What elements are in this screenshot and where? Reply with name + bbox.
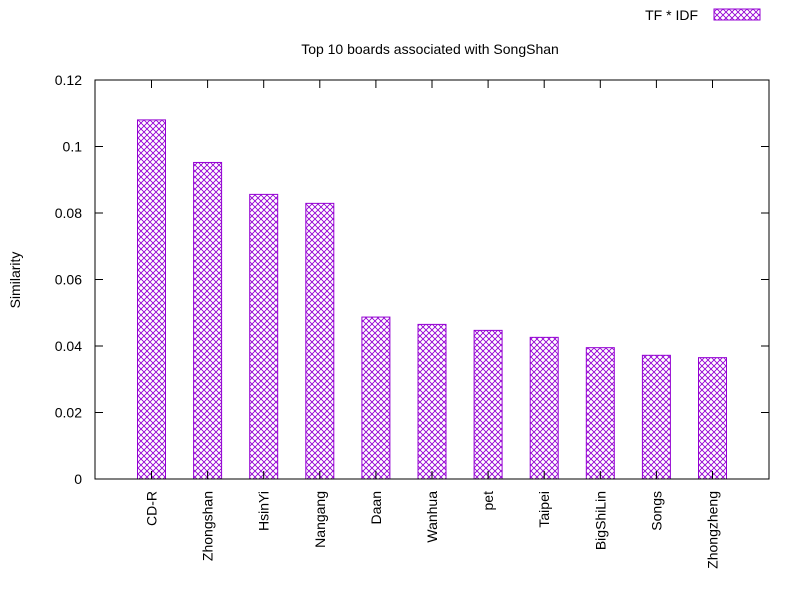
y-tick-label: 0.02 [55, 405, 82, 421]
x-tick-label: pet [480, 491, 496, 511]
bar [641, 354, 671, 480]
y-tick-label: 0.08 [55, 205, 82, 221]
bar [193, 161, 223, 480]
y-axis-label: Similarity [7, 252, 23, 309]
x-tick-label: Daan [368, 491, 384, 524]
bar [417, 323, 447, 480]
x-tick-label: CD-R [144, 491, 160, 526]
bar [249, 193, 279, 480]
bar [305, 202, 335, 480]
plot-frame [94, 79, 770, 480]
x-tick-label: Nangang [312, 491, 328, 548]
x-tick-label: Zhongshan [200, 491, 216, 561]
x-tick-label: Wanhua [424, 491, 440, 543]
y-tick-label: 0.12 [55, 72, 82, 88]
chart-title: Top 10 boards associated with SongShan [301, 41, 559, 57]
bar [698, 357, 727, 480]
bar [137, 119, 166, 480]
bar [585, 347, 615, 480]
y-tick-label: 0.1 [63, 139, 83, 155]
x-tick-label: Songs [648, 491, 664, 531]
legend-swatch [713, 8, 761, 21]
bar [473, 329, 503, 480]
y-tick-label: 0.06 [55, 272, 82, 288]
y-axis-ticks: 0 0.02 0.04 0.06 0.08 0.1 0.12 [55, 72, 769, 487]
x-tick-label: Taipei [536, 491, 552, 528]
bar [529, 336, 559, 480]
x-axis-ticks: CD-R Zhongshan HsinYi Nangang Daan Wanhua pet T… [144, 80, 721, 569]
y-tick-label: 0.04 [55, 338, 82, 354]
x-tick-label: Zhongzheng [705, 491, 721, 569]
legend: TF * IDF [645, 7, 761, 23]
bars [137, 119, 727, 480]
bar [361, 316, 391, 480]
y-tick-label: 0 [74, 471, 82, 487]
x-tick-label: BigShiLin [592, 491, 608, 550]
x-tick-label: HsinYi [256, 491, 272, 531]
legend-label: TF * IDF [645, 7, 698, 23]
